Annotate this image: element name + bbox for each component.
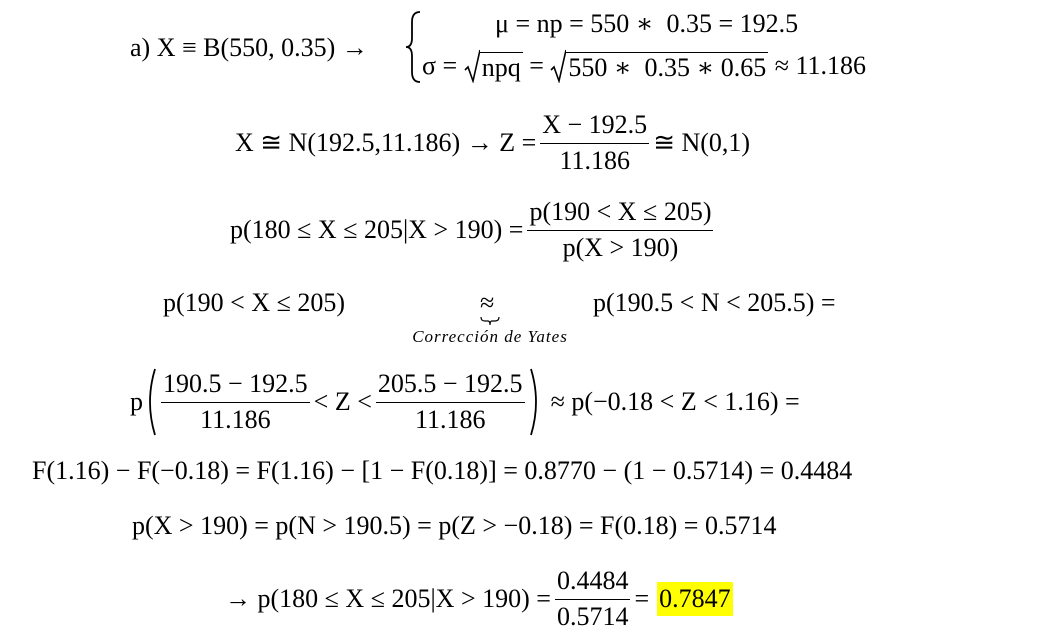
yates-note: Corrección de Yates [412,327,568,346]
denominator: 11.186 [200,404,271,434]
brace [405,11,421,83]
text: p [130,387,143,416]
numerator: p(190 < X ≤ 205) [527,196,714,231]
fraction: X − 192.5 11.186 [540,109,650,177]
numerator: 205.5 − 192.5 [375,368,525,403]
fraction: 205.5 − 192.5 11.186 [375,368,525,436]
binomial-def: a) X ≡ B(550, 0.35) → [130,33,368,63]
denominator: 0.5714 [556,601,629,631]
denominator-calc: p(X > 190) = p(N > 190.5) = p(Z > −0.18)… [132,511,776,541]
text: F(1.16) − F(−0.18) = F(1.16) − [1 − F(0.… [32,456,853,485]
radicand: npq [479,52,523,83]
fraction: 0.4484 0.5714 [554,565,631,633]
normal-approx: X ≅ N(192.5,11.186) → Z = X − 192.5 11.1… [235,109,750,177]
text: p(X > 190) = p(N > 190.5) = p(Z > −0.18)… [132,511,777,540]
yates-lhs: p(190 < X ≤ 205) [163,288,345,318]
text: → p(180 ≤ X ≤ 205|X > 190) = [225,584,551,613]
numerator: X − 192.5 [540,109,650,144]
denominator: p(X > 190) [562,232,679,262]
text: p(190.5 < N < 205.5) = [593,288,836,317]
numerator: 190.5 − 192.5 [161,368,310,403]
text: X ≅ N(192.5,11.186) → Z = [235,128,537,157]
cdf-calc: F(1.16) − F(−0.18) = F(1.16) − [1 − F(0.… [32,456,852,486]
text: ≅ N(0,1) [653,128,751,157]
fraction: p(190 < X ≤ 205) p(X > 190) [527,196,714,264]
text: ≈ [480,288,495,317]
sqrt: 550 ∗ 0.35 ∗ 0.65 [550,49,769,83]
text: < Z < [313,387,372,416]
text: μ = np = 550 ∗ 0.35 = 192.5 [495,9,799,38]
radicand: 550 ∗ 0.35 ∗ 0.65 [566,52,769,83]
text: p(190 < X ≤ 205) [163,288,346,317]
mean: μ = np = 550 ∗ 0.35 = 192.5 [495,9,798,39]
highlighted-result: 0.7847 [657,582,733,616]
yates-rhs: p(190.5 < N < 205.5) = [593,288,836,318]
text: = [522,51,551,80]
text: a) X ≡ B(550, 0.35) → [130,33,368,62]
result: → p(180 ≤ X ≤ 205|X > 190) = 0.4484 0.57… [225,565,733,633]
std-dev: σ = npq = 550 ∗ 0.35 ∗ 0.65 ≈ 11.186 [422,49,866,83]
underbrace [480,316,500,326]
yates-symbol: ≈ [480,288,494,318]
left-paren [149,368,156,436]
standardize: p 190.5 − 192.5 11.186 < Z < 205.5 − 192… [130,367,800,437]
right-paren [529,368,537,436]
text: σ = [422,51,464,80]
text: ≈ 11.186 [768,51,867,80]
text: = [634,584,650,613]
sqrt: npq [464,49,523,83]
numerator: 0.4484 [554,565,631,600]
conditional: p(180 ≤ X ≤ 205|X > 190) = p(190 < X ≤ 2… [230,196,717,264]
text: p(180 ≤ X ≤ 205|X > 190) = [230,215,524,244]
text: ≈ p(−0.18 < Z < 1.16) = [550,387,800,416]
radical [464,49,480,83]
fraction: 190.5 − 192.5 11.186 [161,368,310,436]
denominator: 11.186 [414,404,486,434]
radical [550,49,567,83]
denominator: 11.186 [559,145,630,175]
